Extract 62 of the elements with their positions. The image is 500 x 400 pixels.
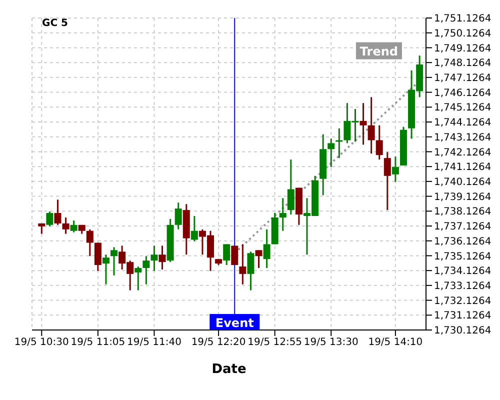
candlestick (247, 250, 254, 292)
candlestick (70, 220, 78, 234)
chart-title: GC 5 (42, 18, 68, 29)
y-tick-label: 1,740.1264 (434, 176, 492, 188)
y-tick-label: 1,748.1264 (434, 58, 492, 70)
candlestick (360, 102, 367, 146)
candlestick (336, 128, 343, 159)
candlestick (158, 244, 166, 270)
candlestick (376, 124, 383, 160)
y-tick-label: 1,743.1264 (434, 132, 492, 144)
x-tick-label: 19/5 10:30 (14, 337, 69, 348)
candlestick (384, 151, 391, 211)
y-tick-label: 1,741.1264 (434, 162, 492, 174)
candlestick (46, 210, 54, 228)
candlestick (142, 255, 150, 286)
y-tick-label: 1,750.1264 (434, 28, 492, 40)
y-tick-label: 1,730.1264 (434, 326, 492, 337)
candlestick (150, 244, 158, 272)
x-tick-label: 19/5 12:55 (248, 337, 302, 348)
candlestick (54, 198, 62, 226)
x-tick-label: 19/5 13:30 (304, 337, 358, 348)
candlestick (110, 246, 118, 276)
candlestick (190, 215, 198, 242)
candlestick (102, 254, 110, 286)
y-tick-label: 1,738.1264 (434, 206, 492, 218)
y-tick-label: 1,737.1264 (434, 222, 492, 233)
x-axis-title: Date (210, 362, 248, 377)
candlestick (231, 244, 238, 266)
x-tick-label: 19/5 11:05 (70, 337, 126, 348)
text: Trend (360, 44, 398, 58)
y-tick-label: 1,731.1264 (434, 310, 492, 322)
y-tick-label: 1,733.1264 (434, 280, 492, 292)
y-tick-label: 1,739.1264 (434, 192, 492, 203)
y-tick-label: 1,746.1264 (434, 88, 492, 99)
candlestick (62, 216, 70, 235)
y-tick-label: 1,734.1264 (434, 266, 492, 278)
candlestick (174, 202, 182, 230)
y-tick-label: 1,736.1264 (434, 236, 492, 248)
candlestick (287, 158, 294, 216)
x-tick-label: 19/5 14:10 (368, 337, 423, 348)
y-tick-label: 1,735.1264 (434, 251, 492, 262)
candlestick (223, 243, 230, 266)
y-tick-label: 1,749.1264 (434, 43, 492, 54)
x-tick-label: 19/5 12:20 (191, 337, 246, 348)
y-tick-label: 1,747.1264 (434, 72, 492, 84)
y-tick-label: 1,732.1264 (434, 296, 492, 307)
candlestick (279, 197, 286, 232)
candlestick (392, 156, 399, 183)
candlestick (239, 243, 246, 286)
candlestick (134, 266, 142, 292)
candlestick (328, 138, 335, 168)
candlestick (255, 249, 262, 269)
y-tick-label: 1,744.1264 (434, 118, 492, 129)
y-tick-label: 1,742.1264 (434, 147, 492, 158)
candlestick (368, 96, 375, 154)
candlestick (94, 242, 102, 272)
ref-line-label: Event (215, 316, 254, 330)
candlestick (86, 228, 94, 257)
y-tick-label: 1,751.1264 (434, 14, 492, 25)
x-tick-label: 19/5 11:40 (126, 337, 182, 348)
y-tick-label: 1,745.1264 (434, 102, 492, 114)
candlestick (263, 228, 270, 269)
